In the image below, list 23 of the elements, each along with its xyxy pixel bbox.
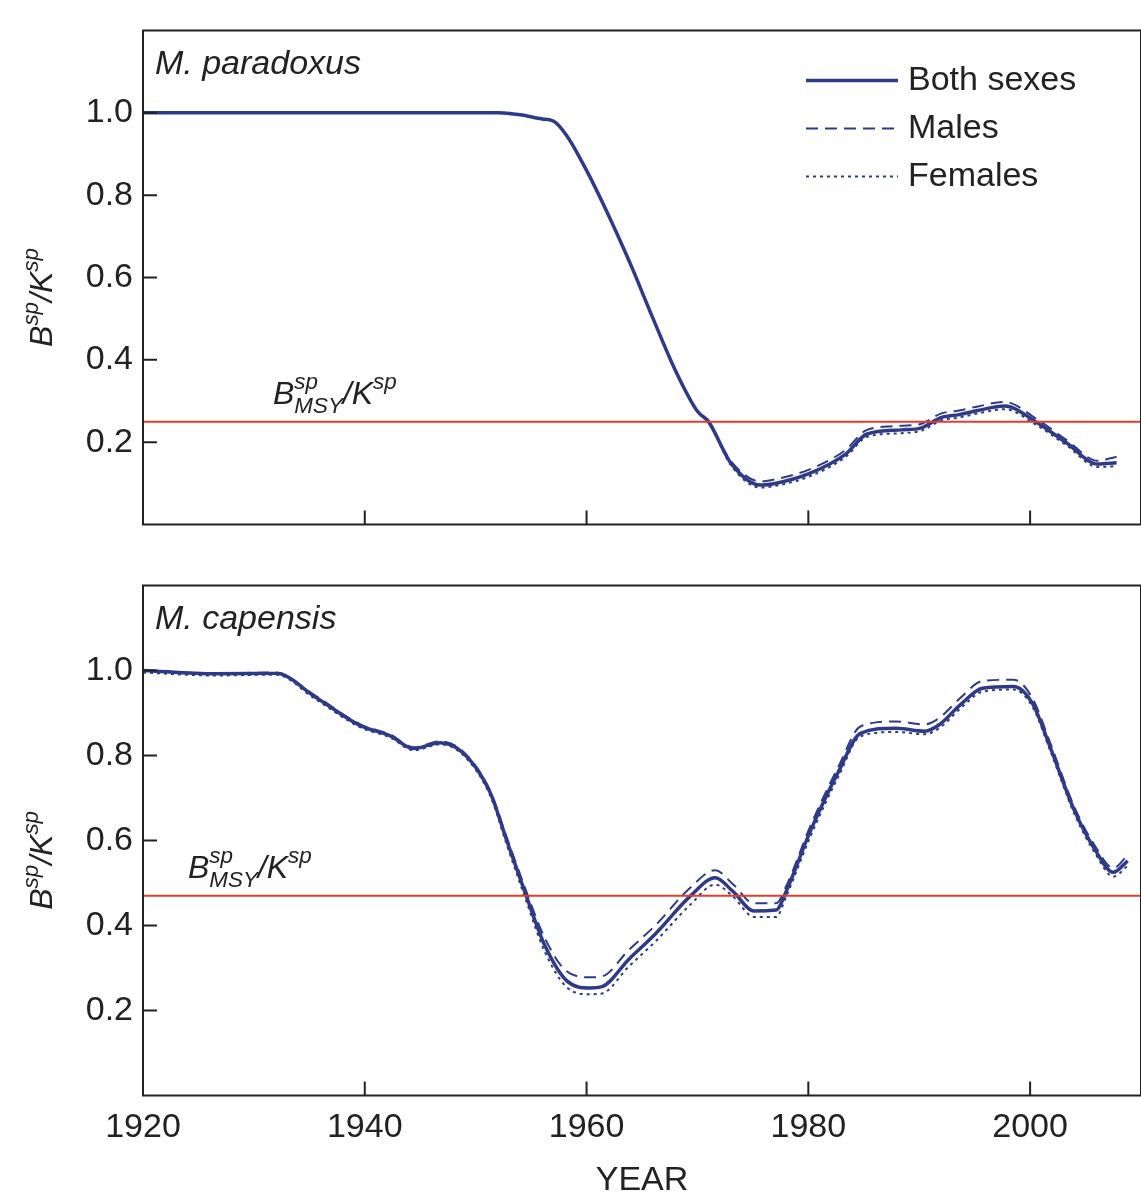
y-tick-label: 1.0 <box>85 91 133 130</box>
y-tick-label: 1.0 <box>85 648 133 687</box>
x-tick-label: 1960 <box>548 1106 625 1145</box>
x-tick-label: 1980 <box>770 1106 847 1145</box>
y-tick-label: 0.8 <box>85 733 133 772</box>
chart-title: M. capensis <box>155 598 337 637</box>
chart-title: M. paradoxus <box>155 43 361 82</box>
x-tick-label: 2000 <box>992 1106 1068 1145</box>
y-tick-label: 0.2 <box>85 420 133 459</box>
legend-label: Both sexes <box>908 58 1077 97</box>
y-tick-label: 0.6 <box>85 818 133 857</box>
x-axis-title: YEAR <box>595 1158 689 1197</box>
y-tick-label: 0.4 <box>85 903 133 942</box>
y-tick-label: 0.6 <box>85 255 133 294</box>
y-tick-label: 0.2 <box>85 988 133 1027</box>
y-axis-title: Bsp/Ksp <box>17 810 59 910</box>
x-tick-label: 1920 <box>105 1106 181 1145</box>
y-axis-title: Bsp/Ksp <box>17 248 59 347</box>
x-tick-label: 1940 <box>326 1106 403 1145</box>
y-tick-label: 0.8 <box>85 173 133 212</box>
legend-label: Females <box>908 154 1039 193</box>
legend-label: Males <box>908 106 999 145</box>
y-tick-label: 0.4 <box>85 338 133 377</box>
